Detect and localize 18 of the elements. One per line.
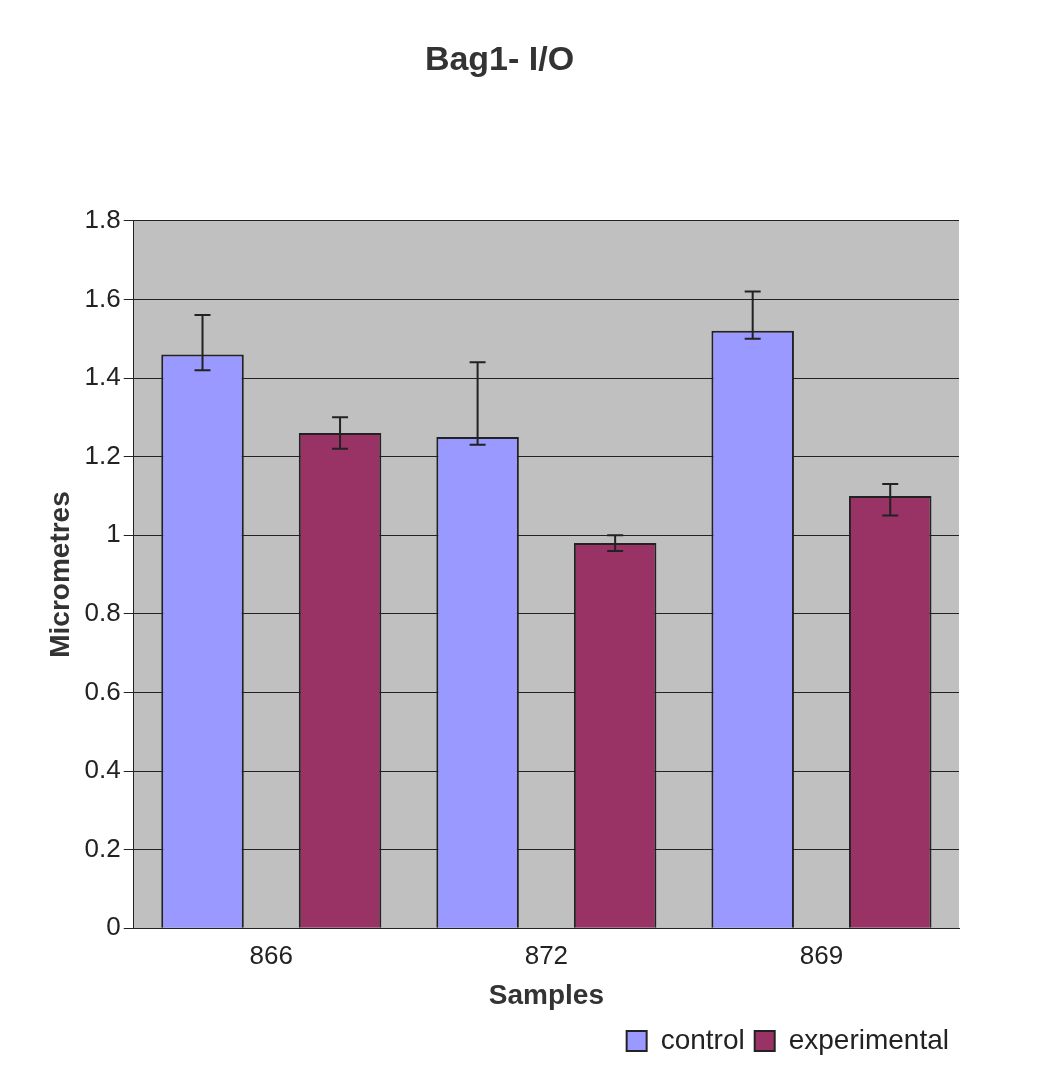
y-tick-label: 1.2 [84, 439, 121, 470]
y-tick-label: 0.6 [84, 675, 121, 706]
y-axis-title: Micrometres [43, 491, 75, 658]
x-tick-label: 872 [524, 939, 569, 970]
x-axis-title: Samples [488, 978, 604, 1010]
y-tick-label: 1.6 [84, 282, 121, 313]
y-tick-label: 1.8 [84, 203, 121, 234]
y-tick-label: 0.2 [84, 832, 121, 863]
y-tick-label: 0.8 [84, 596, 121, 627]
y-tick-label: 0 [106, 911, 121, 942]
y-tick-label: 1 [106, 518, 121, 549]
legend-label: control [660, 1023, 745, 1055]
x-tick-label: 869 [799, 939, 844, 970]
y-tick-label: 1.4 [84, 361, 121, 392]
legend-label: experimental [788, 1023, 950, 1055]
chart-title: Bag1- I/O [424, 38, 575, 77]
x-tick-label: 866 [249, 939, 293, 970]
y-tick-label: 0.4 [84, 754, 121, 785]
